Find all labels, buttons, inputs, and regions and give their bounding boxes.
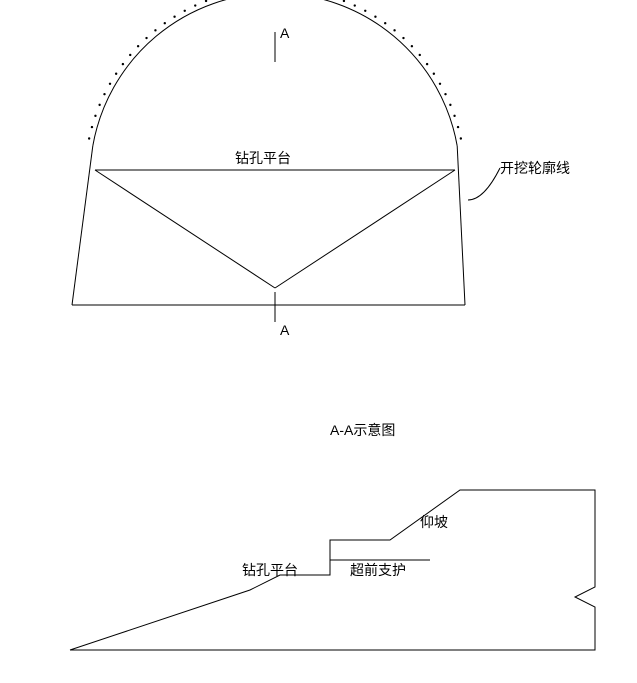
arch-dot [137, 45, 139, 47]
arch-dot [453, 115, 455, 117]
arch-dot [419, 54, 421, 56]
arch-dot [184, 10, 186, 12]
arch-dot [109, 83, 111, 85]
marker-a-top-label: A [280, 25, 289, 41]
arch-dot [374, 16, 376, 18]
arch-dot [426, 63, 428, 65]
arch-dot [129, 54, 131, 56]
arch-dot [444, 93, 446, 95]
arch-dot [145, 37, 147, 39]
arch-dot [354, 4, 356, 6]
platform-bottom-label: 钻孔平台 [242, 560, 298, 580]
arch-dot [91, 126, 93, 128]
slope-label: 仰坡 [420, 512, 448, 532]
platform-top-label: 钻孔平台 [235, 148, 291, 168]
arch-dot [154, 29, 156, 31]
outline-label: 开挖轮廓线 [500, 158, 570, 178]
v-left [95, 170, 275, 288]
marker-a-bottom-label: A [280, 322, 289, 338]
right-wall [457, 146, 465, 305]
arch-dot [433, 73, 435, 75]
section-title-label: A-A示意图 [330, 420, 395, 440]
arch-dot [460, 137, 462, 139]
tunnel-arch [93, 0, 457, 146]
arch-dot [439, 83, 441, 85]
arch-dot [343, 0, 345, 2]
arch-dot [122, 63, 124, 65]
arch-dot [164, 22, 166, 24]
support-label: 超前支护 [350, 560, 406, 580]
outline-leader [468, 168, 500, 200]
arch-dot [457, 126, 459, 128]
left-wall [72, 146, 93, 305]
arch-dot [88, 137, 90, 139]
arch-dot [449, 104, 451, 106]
arch-dot [173, 16, 175, 18]
arch-dot [384, 22, 386, 24]
arch-dot [411, 45, 413, 47]
arch-dot [364, 10, 366, 12]
arch-dot [94, 115, 96, 117]
arch-dot [103, 93, 105, 95]
arch-dot [115, 73, 117, 75]
diagram-canvas [0, 0, 637, 683]
arch-dot [393, 29, 395, 31]
v-right [275, 170, 455, 288]
arch-dot [98, 104, 100, 106]
arch-dot [402, 37, 404, 39]
arch-dot [205, 0, 207, 2]
arch-dot [194, 4, 196, 6]
section-outline [70, 490, 595, 650]
